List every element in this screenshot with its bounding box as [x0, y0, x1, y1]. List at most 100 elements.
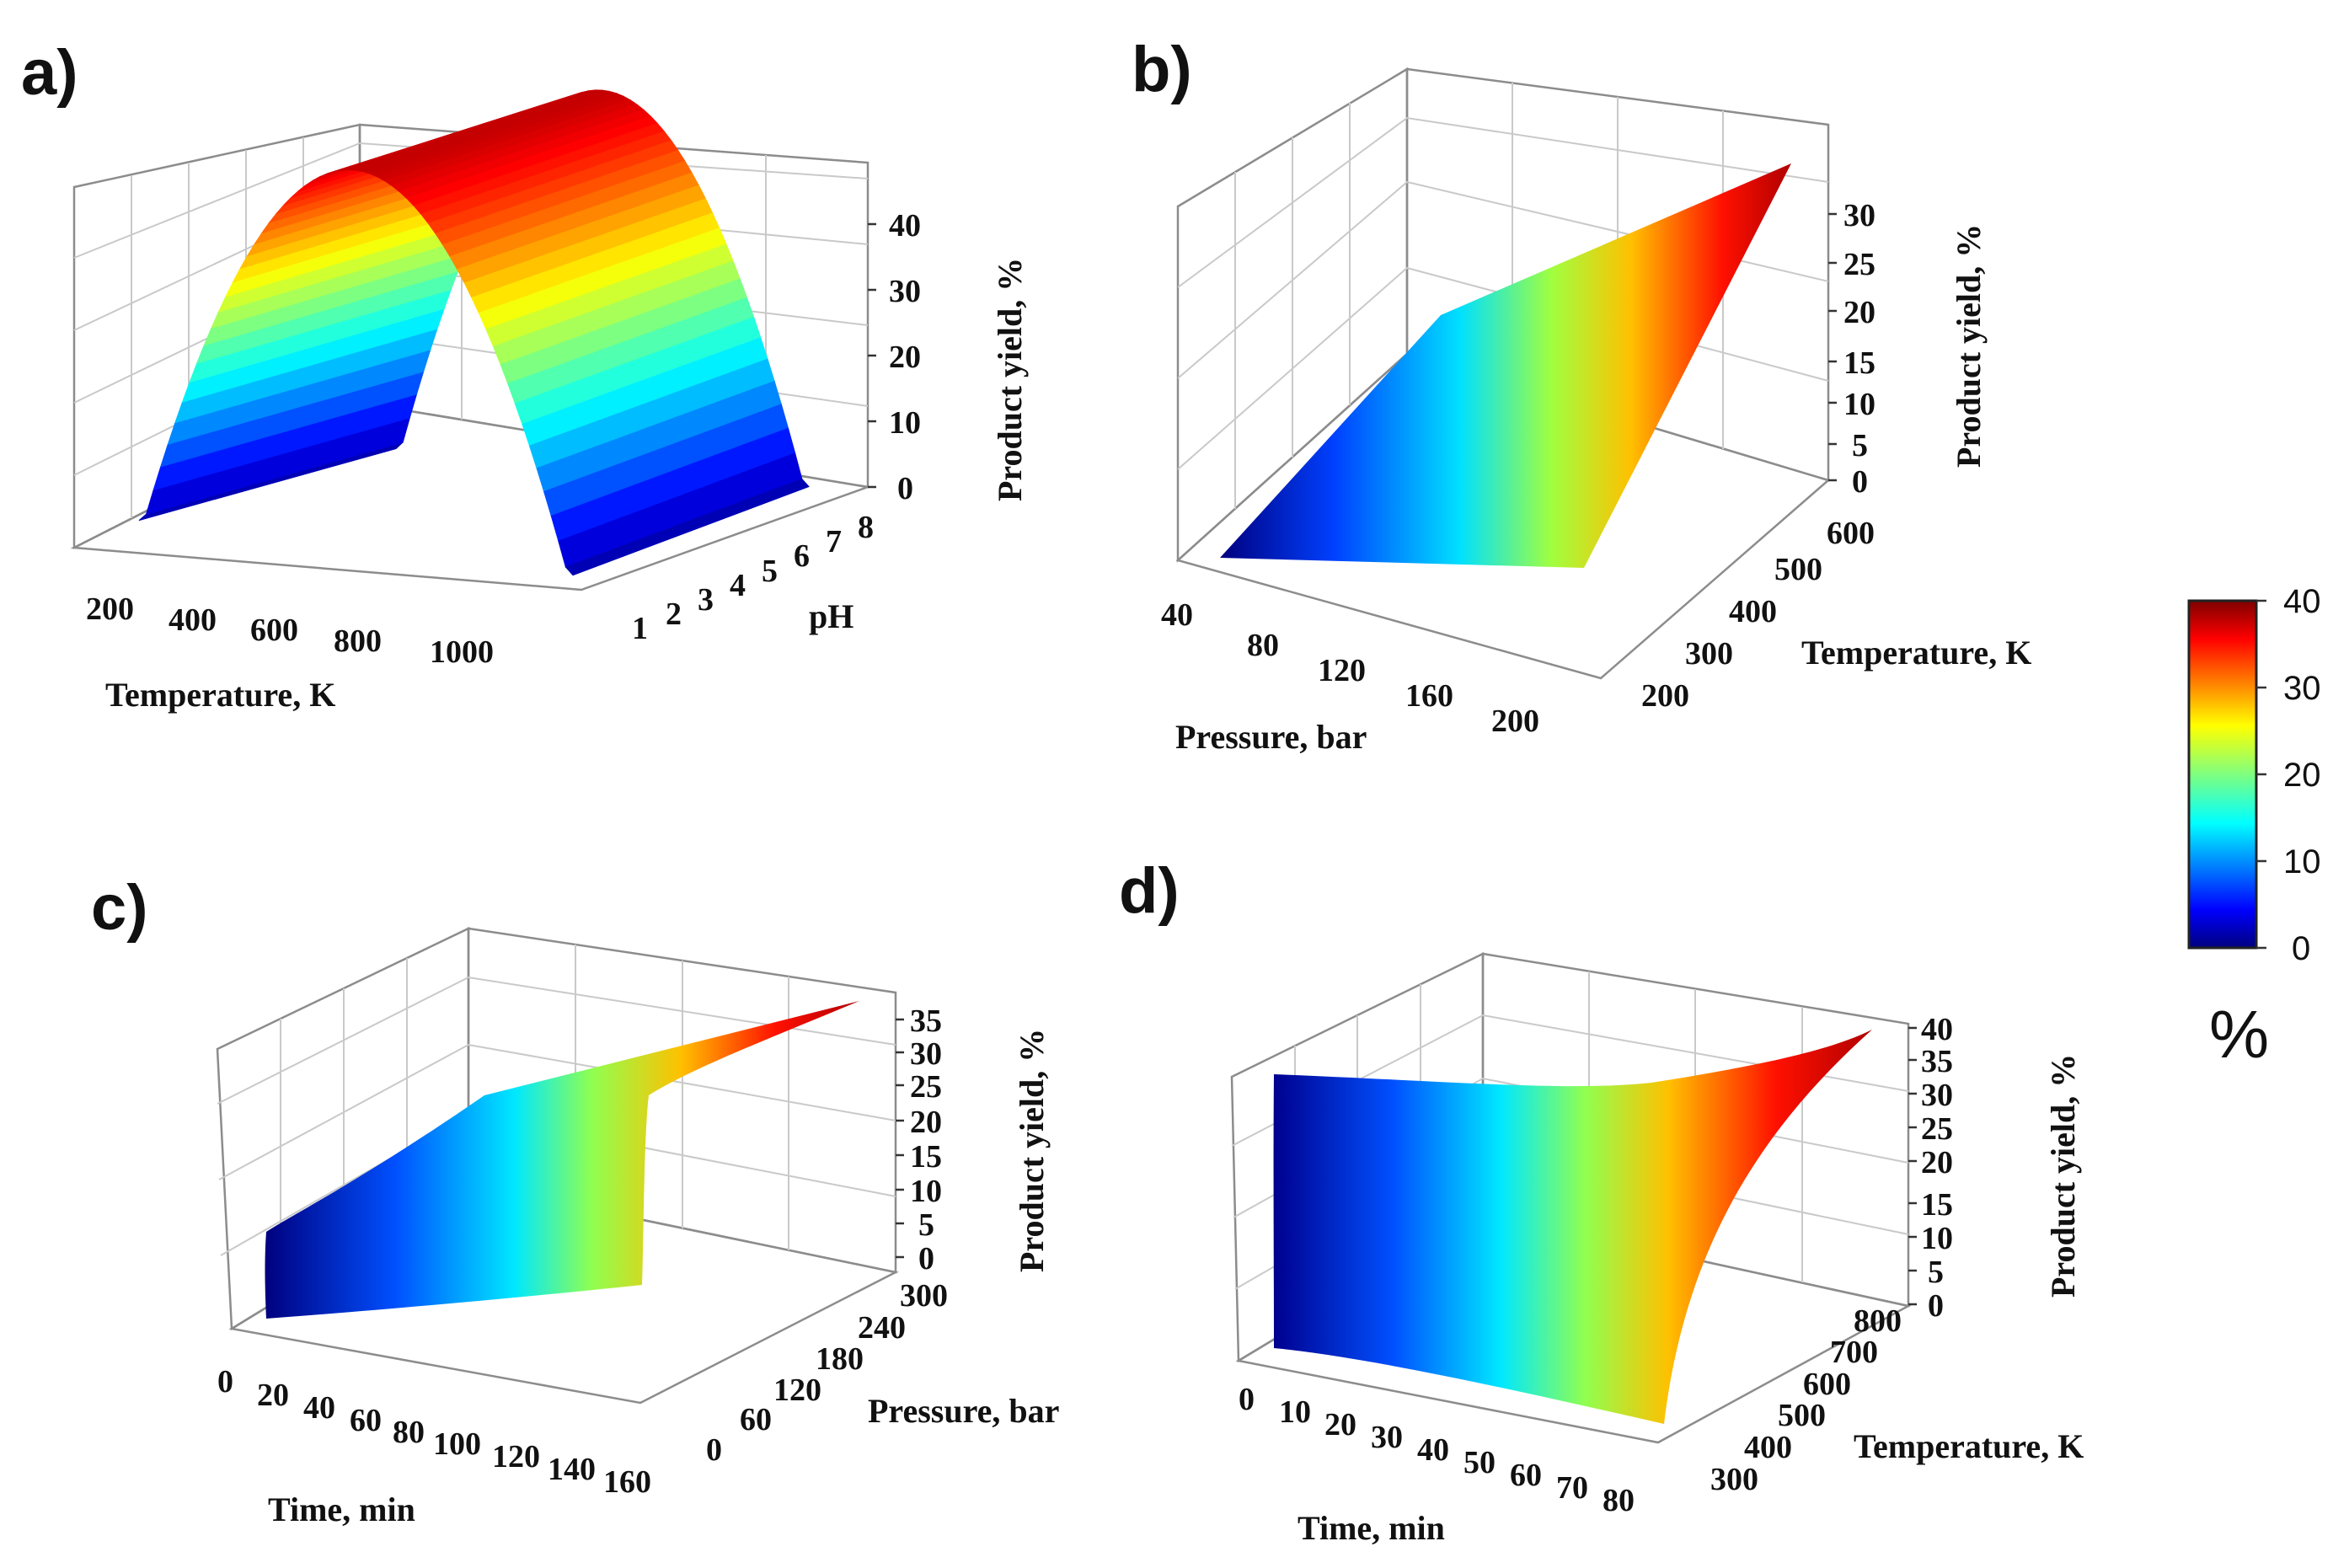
tick-label: 20	[889, 340, 921, 375]
tick-label: 600	[1803, 1367, 1851, 1402]
colorbar-tick-label: 0	[2292, 930, 2310, 967]
tick-label: 10	[1279, 1394, 1311, 1430]
tick-label: 10	[1843, 387, 1875, 422]
tick-label: 40	[1417, 1432, 1449, 1468]
tick-label: 40	[1161, 597, 1193, 633]
panel-b-zlabel: Product yield, %	[1950, 224, 1988, 468]
colorbar-tick-label: 40	[2283, 583, 2321, 620]
panel-label-a: a)	[21, 37, 78, 109]
panel-label-c: c)	[91, 872, 148, 944]
tick-label: 0	[1852, 464, 1868, 500]
tick-label: 0	[1928, 1288, 1944, 1324]
tick-label: 240	[858, 1310, 906, 1346]
tick-label: 0	[1239, 1382, 1255, 1417]
tick-label: 2	[666, 597, 682, 632]
tick-label: 0	[706, 1432, 722, 1468]
tick-label: 30	[889, 274, 921, 309]
tick-label: 40	[889, 208, 921, 243]
tick-label: 120	[1318, 653, 1366, 688]
panel-a-yticks: 1 2 3 4 5 6 7 8	[632, 510, 874, 646]
panel-c-zlabel: Product yield, %	[1013, 1029, 1051, 1272]
tick-label: 200	[1491, 704, 1539, 739]
panel-c-zticks: 0 5 10 15 20 25 30 35	[896, 1003, 942, 1276]
tick-label: 20	[910, 1105, 942, 1140]
tick-label: 3	[698, 582, 714, 618]
tick-label: 20	[1843, 295, 1875, 330]
tick-label: 80	[1247, 628, 1279, 663]
panel-b-xticks: 40 80 120 160 200	[1161, 597, 1539, 739]
panel-c: c) 0 20 40 60 80 100 120 140 160 Time, m…	[91, 872, 1059, 1528]
panel-c-xlabel: Time, min	[268, 1490, 415, 1528]
panel-d-zticks: 0 5 10 15 20 25 30 35 40	[1908, 1012, 1953, 1324]
panel-d-xlabel: Time, min	[1298, 1509, 1445, 1547]
tick-label: 600	[250, 613, 298, 648]
panel-b: b) 40 80 120 160 200 Pressure, bar 200 3…	[1132, 34, 2031, 756]
panel-b-ylabel: Temperature, K	[1801, 634, 2031, 672]
tick-label: 20	[1324, 1407, 1356, 1442]
colorbar-tick-label: 10	[2283, 843, 2321, 880]
panel-b-zticks: 0 5 10 15 20 25 30	[1828, 198, 1875, 500]
tick-label: 800	[334, 623, 382, 659]
colorbar-ticks: 0 10 20 30 40	[2256, 583, 2321, 967]
tick-label: 300	[1710, 1462, 1758, 1497]
tick-label: 200	[1641, 678, 1689, 714]
panel-d-zlabel: Product yield, %	[2044, 1054, 2082, 1298]
tick-label: 25	[1843, 247, 1875, 282]
tick-label: 6	[794, 538, 810, 574]
tick-label: 400	[1729, 594, 1777, 629]
panel-a: a) 200 400 600 800 1000 Temperature, K 1…	[21, 37, 1029, 714]
tick-label: 300	[1685, 636, 1733, 672]
tick-label: 15	[1843, 345, 1875, 381]
tick-label: 40	[1921, 1012, 1953, 1047]
tick-label: 30	[1843, 198, 1875, 233]
tick-label: 10	[910, 1174, 942, 1209]
panel-b-yticks: 200 300 400 500 600	[1641, 516, 1875, 714]
tick-label: 800	[1854, 1303, 1902, 1339]
panel-d: d) 0 10 20 30 40 50 60 70 80 Time, min 3…	[1119, 855, 2084, 1547]
panel-a-zticks: 0 10 20 30 40	[868, 208, 921, 506]
tick-label: 500	[1774, 552, 1822, 587]
tick-label: 50	[1463, 1445, 1496, 1480]
tick-label: 4	[730, 568, 746, 603]
tick-label: 0	[897, 471, 913, 506]
surface-d	[1273, 1030, 1872, 1424]
panel-d-ylabel: Temperature, K	[1854, 1427, 2084, 1465]
tick-label: 5	[762, 554, 778, 589]
tick-label: 7	[826, 524, 842, 559]
panel-a-zlabel: Product yield, %	[991, 258, 1029, 501]
tick-label: 8	[858, 510, 874, 545]
tick-label: 70	[1556, 1470, 1588, 1506]
panel-a-xticks: 200 400 600 800 1000	[86, 591, 494, 670]
tick-label: 600	[1827, 516, 1875, 551]
tick-label: 5	[1928, 1255, 1944, 1290]
panel-d-xticks: 0 10 20 30 40 50 60 70 80	[1239, 1382, 1635, 1518]
colorbar-gradient	[2187, 599, 2258, 950]
tick-label: 40	[303, 1390, 335, 1426]
tick-label: 30	[910, 1036, 942, 1072]
tick-label: 180	[816, 1341, 864, 1377]
surface-c	[265, 1001, 859, 1319]
tick-label: 20	[1921, 1145, 1953, 1180]
tick-label: 10	[1921, 1221, 1953, 1256]
tick-label: 20	[257, 1378, 289, 1413]
tick-label: 400	[169, 602, 217, 638]
panel-c-xticks: 0 20 40 60 80 100 120 140 160	[217, 1364, 651, 1500]
panel-a-ylabel: pH	[809, 597, 853, 635]
tick-label: 120	[773, 1373, 821, 1408]
tick-label: 160	[1405, 678, 1453, 714]
panel-a-xlabel: Temperature, K	[105, 676, 335, 714]
tick-label: 500	[1778, 1398, 1826, 1433]
tick-label: 35	[910, 1003, 942, 1039]
tick-label: 5	[1852, 428, 1868, 463]
tick-label: 80	[1603, 1483, 1635, 1518]
tick-label: 60	[1510, 1458, 1542, 1493]
colorbar-tick-label: 20	[2283, 757, 2321, 794]
tick-label: 1000	[430, 634, 494, 670]
tick-label: 60	[350, 1403, 382, 1438]
tick-label: 25	[1921, 1111, 1953, 1147]
panel-label-d: d)	[1119, 855, 1180, 927]
tick-label: 5	[918, 1207, 934, 1243]
panel-d-yticks: 300 400 500 600 700 800	[1710, 1303, 1902, 1497]
tick-label: 700	[1830, 1335, 1878, 1370]
